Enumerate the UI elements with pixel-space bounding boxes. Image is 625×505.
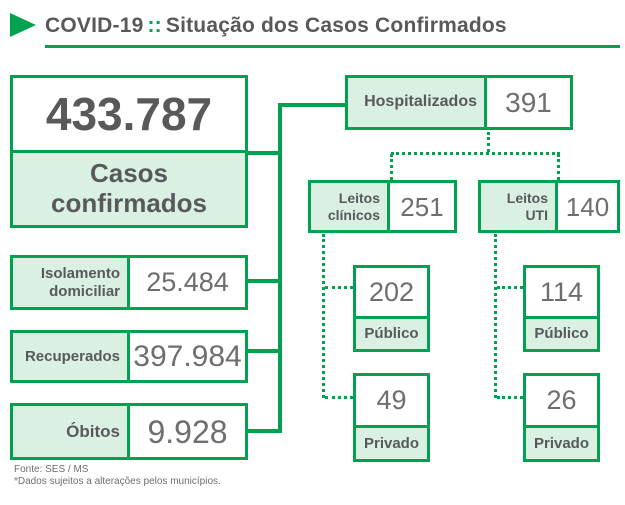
recuperados-value: 397.984 (133, 339, 242, 373)
leitos-uti-label: Leitos UTI (481, 183, 558, 230)
dotted-uti-trunk (494, 234, 497, 398)
dotted-clinicos-publico (325, 286, 353, 289)
dotted-split-horizontal (391, 152, 560, 155)
uti-publico-label: Público (526, 316, 597, 349)
obitos-label: Óbitos (13, 406, 130, 457)
header-underline (45, 45, 620, 48)
isolamento-label: Isolamento domiciliar (13, 258, 130, 307)
connector-recuperados (246, 349, 280, 353)
obitos-value: 9.928 (147, 413, 228, 450)
dotted-hospitalizados-down (487, 132, 490, 152)
hospitalizados-box: Hospitalizados 391 (345, 75, 573, 130)
title-subject: Situação dos Casos Confirmados (165, 14, 507, 37)
obitos-box: Óbitos 9.928 (10, 403, 248, 460)
footer-note: *Dados sujeitos a alterações pelos munic… (14, 476, 221, 487)
clinicos-publico-value: 202 (368, 276, 415, 307)
uti-privado-value: 26 (546, 385, 577, 415)
confirmed-cases-value: 433.787 (45, 88, 213, 140)
leitos-clinicos-label: Leitos clínicos (311, 183, 390, 230)
dotted-to-leitos-clinicos (390, 154, 393, 180)
dotted-to-leitos-uti (557, 154, 560, 180)
leitos-uti-value: 140 (565, 191, 610, 222)
hospitalizados-value: 391 (505, 86, 552, 118)
uti-publico-box: 114 Público (523, 265, 600, 352)
title-separator: :: (147, 14, 162, 37)
dotted-clinicos-trunk (322, 234, 325, 398)
footer-source: Fonte: SES / MS (14, 464, 89, 475)
dotted-uti-publico (497, 286, 523, 289)
uti-publico-value: 114 (539, 276, 584, 307)
isolamento-value: 25.484 (146, 267, 229, 297)
uti-privado-label: Privado (526, 425, 597, 459)
connector-isolamento (246, 279, 280, 283)
confirmed-cases-box: 433.787 Casos confirmados (10, 75, 248, 228)
connector-obitos (246, 429, 280, 433)
connector-casos (246, 151, 280, 155)
clinicos-privado-box: 49 Privado (353, 373, 430, 462)
clinicos-privado-label: Privado (356, 425, 427, 459)
confirmed-cases-label: Casos confirmados (13, 150, 245, 225)
connector-trunk (278, 103, 282, 433)
play-triangle-icon (10, 13, 36, 37)
leitos-clinicos-box: Leitos clínicos 251 (308, 180, 457, 233)
clinicos-publico-box: 202 Público (353, 265, 430, 352)
dotted-uti-privado (497, 396, 523, 399)
uti-privado-box: 26 Privado (523, 373, 600, 462)
leitos-clinicos-value: 251 (400, 191, 444, 222)
clinicos-publico-label: Público (356, 316, 427, 349)
hospitalizados-label: Hospitalizados (348, 78, 487, 127)
clinicos-privado-value: 49 (376, 385, 407, 415)
dotted-clinicos-privado (325, 396, 353, 399)
leitos-uti-box: Leitos UTI 140 (478, 180, 620, 233)
page-title: COVID-19:: Situação dos Casos Confirmados (45, 14, 507, 38)
title-app: COVID-19 (45, 14, 144, 37)
connector-hospitalizados (280, 103, 346, 107)
footer: Fonte: SES / MS *Dados sujeitos a altera… (14, 464, 221, 488)
isolamento-box: Isolamento domiciliar 25.484 (10, 255, 248, 310)
recuperados-label: Recuperados (13, 333, 130, 380)
recuperados-box: Recuperados 397.984 (10, 330, 248, 383)
